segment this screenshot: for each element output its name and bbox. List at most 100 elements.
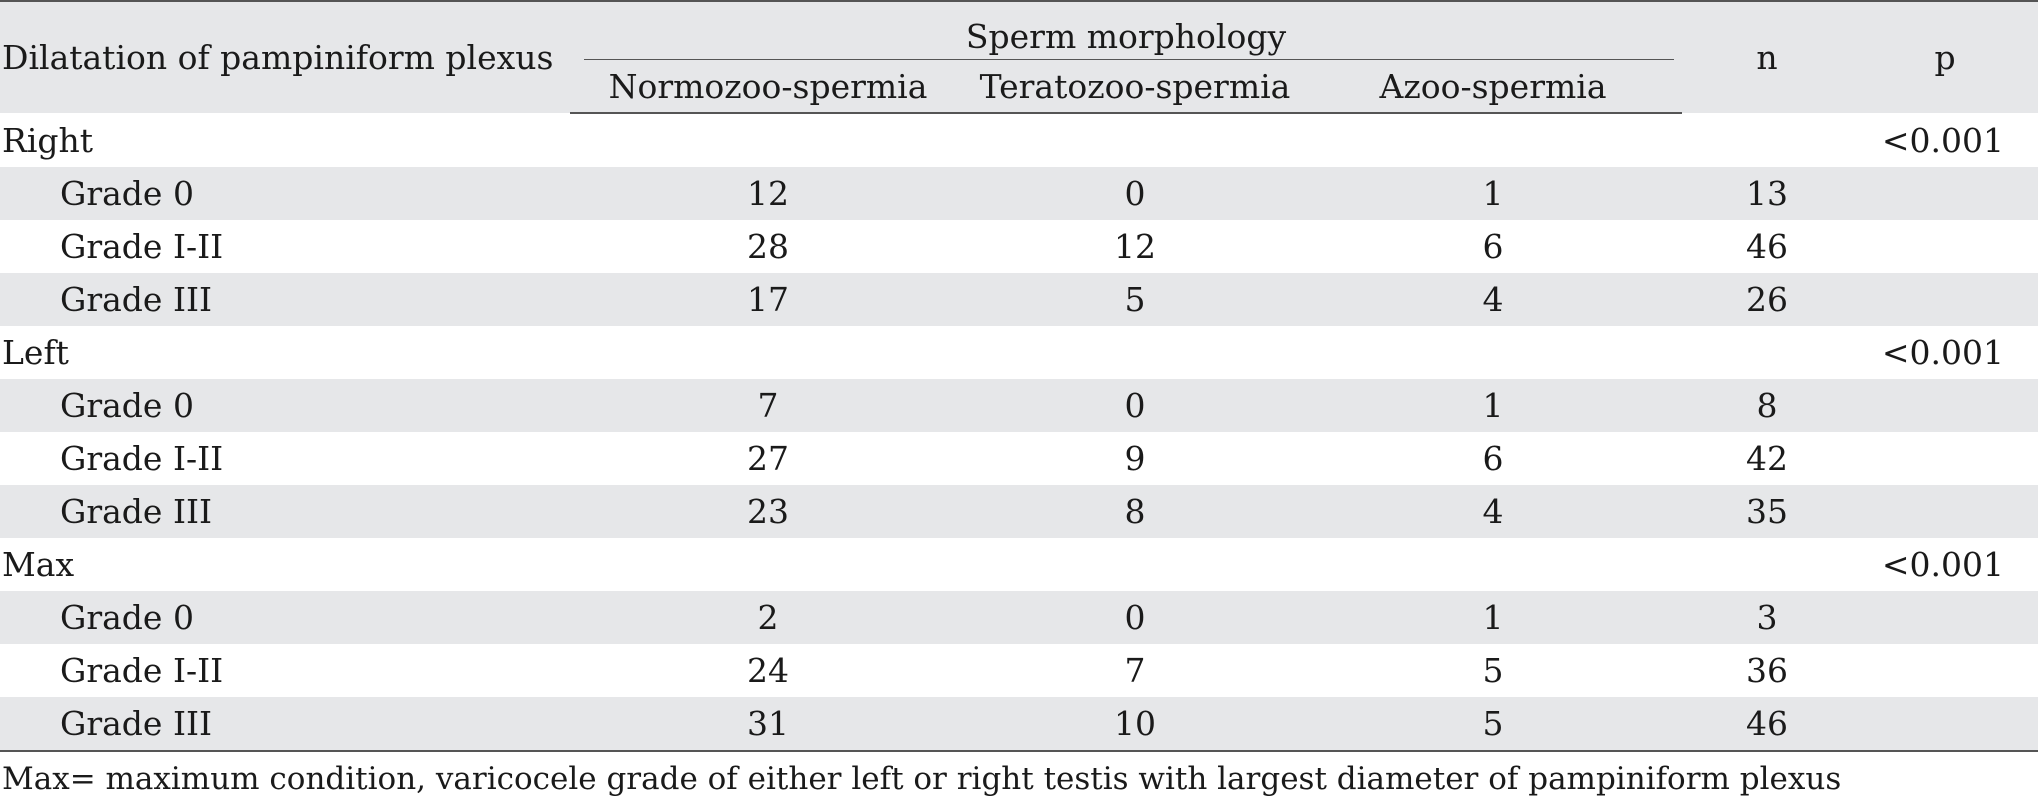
empty-cell <box>570 326 966 379</box>
p-cell <box>1852 167 2038 220</box>
normozoospermia-cell: 7 <box>570 379 966 432</box>
azoospermia-cell: 4 <box>1304 273 1683 326</box>
teratozoospermia-cell: 0 <box>966 167 1304 220</box>
normozoospermia-header: Normozoo-spermia <box>570 60 966 114</box>
n-cell: 42 <box>1682 432 1853 485</box>
empty-cell <box>1682 326 1853 379</box>
normozoospermia-cell: 31 <box>570 697 966 752</box>
grade-label: Grade III <box>0 485 570 538</box>
teratozoospermia-cell: 7 <box>966 644 1304 697</box>
p-cell <box>1852 697 2038 752</box>
section-label: Left <box>0 326 570 379</box>
normozoospermia-cell: 23 <box>570 485 966 538</box>
empty-cell <box>1304 113 1683 167</box>
azoospermia-header: Azoo-spermia <box>1304 60 1683 114</box>
group-underline <box>584 59 1675 60</box>
azoospermia-cell: 1 <box>1304 379 1683 432</box>
p-cell <box>1852 273 2038 326</box>
p-cell <box>1852 379 2038 432</box>
azoospermia-cell: 4 <box>1304 485 1683 538</box>
n-cell: 35 <box>1682 485 1853 538</box>
p-cell <box>1852 432 2038 485</box>
normozoospermia-cell: 28 <box>570 220 966 273</box>
grade-label: Grade I-II <box>0 432 570 485</box>
empty-cell <box>570 538 966 591</box>
n-cell: 3 <box>1682 591 1853 644</box>
table-row: Grade I-II 27 9 6 42 <box>0 432 2038 485</box>
grade-label: Grade III <box>0 273 570 326</box>
azoospermia-cell: 1 <box>1304 591 1683 644</box>
header-row-1: Dilatation of pampiniform plexus Sperm m… <box>0 0 2038 113</box>
azoospermia-cell: 5 <box>1304 644 1683 697</box>
grade-label: Grade I-II <box>0 220 570 273</box>
empty-cell <box>966 538 1304 591</box>
p-cell <box>1852 591 2038 644</box>
table-header: Dilatation of pampiniform plexus Sperm m… <box>0 0 2038 114</box>
n-cell: 46 <box>1682 220 1853 273</box>
teratozoospermia-header: Teratozoo-spermia <box>966 60 1304 114</box>
empty-cell <box>966 326 1304 379</box>
section-label: Max <box>0 538 570 591</box>
teratozoospermia-cell: 0 <box>966 591 1304 644</box>
n-cell: 36 <box>1682 644 1853 697</box>
n-cell: 13 <box>1682 167 1853 220</box>
section-label: Right <box>0 113 570 167</box>
n-cell: 8 <box>1682 379 1853 432</box>
table-footnote: Max= maximum condition, varicocele grade… <box>2 761 1842 797</box>
table-row: Grade I-II 24 7 5 36 <box>0 644 2038 697</box>
table-row: Grade I-II 28 12 6 46 <box>0 220 2038 273</box>
header-row-2: Normozoo-spermia Teratozoo-spermia Azoo-… <box>0 60 2038 114</box>
table-row: Grade 0 12 0 1 13 <box>0 167 2038 220</box>
section-row-1: Left <0.001 <box>0 326 2038 379</box>
empty-cell <box>570 113 966 167</box>
p-value: <0.001 <box>1852 538 2038 591</box>
teratozoospermia-cell: 10 <box>966 697 1304 752</box>
grade-label: Grade 0 <box>0 379 570 432</box>
grade-label: Grade 0 <box>0 591 570 644</box>
empty-cell <box>966 113 1304 167</box>
teratozoospermia-cell: 9 <box>966 432 1304 485</box>
empty-cell <box>1304 538 1683 591</box>
teratozoospermia-cell: 12 <box>966 220 1304 273</box>
teratozoospermia-cell: 5 <box>966 273 1304 326</box>
section-row-2: Max <0.001 <box>0 538 2038 591</box>
row-label-header: Dilatation of pampiniform plexus <box>0 0 570 113</box>
azoospermia-cell: 6 <box>1304 220 1683 273</box>
grade-label: Grade I-II <box>0 644 570 697</box>
normozoospermia-cell: 12 <box>570 167 966 220</box>
teratozoospermia-cell: 8 <box>966 485 1304 538</box>
table-row: Grade III 17 5 4 26 <box>0 273 2038 326</box>
empty-cell <box>1682 538 1853 591</box>
section-row-0: Right <0.001 <box>0 113 2038 167</box>
table-body: Right <0.001 Grade 0 12 0 1 13 Grade I-II 28 12 6 4… <box>0 113 2038 752</box>
grade-label: Grade III <box>0 697 570 752</box>
data-table-container: Dilatation of pampiniform plexus Sperm m… <box>0 0 2038 752</box>
table-row: Grade III 31 10 5 46 <box>0 697 2038 752</box>
normozoospermia-cell: 2 <box>570 591 966 644</box>
p-value: <0.001 <box>1852 113 2038 167</box>
empty-cell <box>1304 326 1683 379</box>
sperm-morphology-table: Dilatation of pampiniform plexus Sperm m… <box>0 0 2038 752</box>
n-column-header: n <box>1682 0 1853 113</box>
azoospermia-cell: 5 <box>1304 697 1683 752</box>
empty-cell <box>1682 113 1853 167</box>
n-cell: 26 <box>1682 273 1853 326</box>
p-cell <box>1852 644 2038 697</box>
p-column-header: p <box>1852 0 2038 113</box>
azoospermia-cell: 6 <box>1304 432 1683 485</box>
group-header: Sperm morphology <box>570 0 1683 60</box>
p-cell <box>1852 220 2038 273</box>
azoospermia-cell: 1 <box>1304 167 1683 220</box>
grade-label: Grade 0 <box>0 167 570 220</box>
p-cell <box>1852 485 2038 538</box>
table-row: Grade III 23 8 4 35 <box>0 485 2038 538</box>
normozoospermia-cell: 27 <box>570 432 966 485</box>
p-value: <0.001 <box>1852 326 2038 379</box>
normozoospermia-cell: 24 <box>570 644 966 697</box>
group-title: Sperm morphology <box>965 17 1287 56</box>
n-cell: 46 <box>1682 697 1853 752</box>
normozoospermia-cell: 17 <box>570 273 966 326</box>
teratozoospermia-cell: 0 <box>966 379 1304 432</box>
